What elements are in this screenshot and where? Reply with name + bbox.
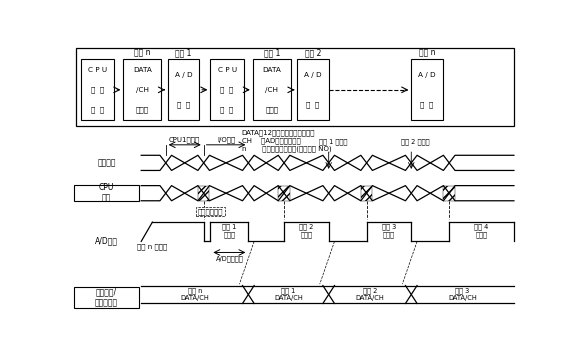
Text: 程序执行: 程序执行 [97,158,116,167]
Text: 通道 1
DATA/CH: 通道 1 DATA/CH [274,288,303,301]
Text: 锁存器: 锁存器 [136,107,149,113]
Text: DATA：12位输入数据及其他数据: DATA：12位输入数据及其他数据 [242,129,315,136]
Bar [210,59,244,120]
Bar [198,185,210,201]
Text: 通道 n: 通道 n [419,48,435,57]
Text: 通道 1: 通道 1 [176,48,192,57]
Bar [77,48,514,126]
Bar [123,59,161,120]
Text: 通道 n: 通道 n [134,48,150,57]
Bar [444,185,455,201]
Text: 转  换: 转 换 [177,102,190,108]
Text: DATA: DATA [133,67,151,73]
Text: DATA: DATA [262,67,281,73]
Text: 通道 n
DATA/CH: 通道 n DATA/CH [180,288,209,301]
Text: C P U: C P U [88,67,107,73]
Bar [361,185,373,201]
Text: CH    ：AD转换通道状态: CH ：AD转换通道状态 [242,137,300,144]
Text: 读  取: 读 取 [91,87,104,93]
Text: 通道 1: 通道 1 [264,48,280,57]
Text: 数据读取信号: 数据读取信号 [198,208,223,215]
Text: 通道 2 的数据: 通道 2 的数据 [401,139,430,145]
Text: 通道 2
DATA/CH: 通道 2 DATA/CH [355,288,384,301]
Text: /CH: /CH [136,87,149,93]
Text: 通道 3
DATA/CH: 通道 3 DATA/CH [448,288,477,301]
Bar [278,185,290,201]
Text: CPU1次扫描: CPU1次扫描 [169,136,200,142]
Text: A / D: A / D [175,72,192,78]
Text: 转  换: 转 换 [420,102,434,108]
Text: 通道 n 转换中: 通道 n 转换中 [137,244,167,250]
Bar [297,59,329,120]
Text: 通道 2: 通道 2 [305,48,321,57]
Text: n       ：所设定输入通道(最终通道 NO): n ：所设定输入通道(最终通道 NO) [242,146,331,153]
Text: 信  号: 信 号 [221,107,234,113]
Text: 锁存器: 锁存器 [265,107,278,113]
Bar [81,59,115,120]
Text: A / D: A / D [304,72,322,78]
Text: A/D转换: A/D转换 [95,236,118,245]
Text: 通道 4
转换中: 通道 4 转换中 [475,223,489,237]
Text: 转  换: 转 换 [306,102,320,108]
Text: /CH: /CH [266,87,278,93]
Text: 通道 3
转换中: 通道 3 转换中 [382,223,396,237]
Bar [74,185,139,200]
Text: 信  号: 信 号 [91,107,104,113]
Bar [168,59,199,120]
Text: I/O传送: I/O传送 [217,136,235,142]
Bar [253,59,291,120]
Text: CPU
扫描: CPU 扫描 [99,183,114,203]
Text: 通道 2
转换中: 通道 2 转换中 [299,223,313,237]
Text: 通道 1
转换中: 通道 1 转换中 [222,223,237,237]
Text: 通道状态/
数据帧存器: 通道状态/ 数据帧存器 [95,287,118,307]
Bar [74,287,139,308]
Text: C P U: C P U [218,67,237,73]
Text: 读  取: 读 取 [221,87,234,93]
Text: 通道 1 的数据: 通道 1 的数据 [319,139,347,145]
Bar [411,59,442,120]
Text: A/D变换时间: A/D变换时间 [215,255,243,262]
Text: A / D: A / D [418,72,435,78]
